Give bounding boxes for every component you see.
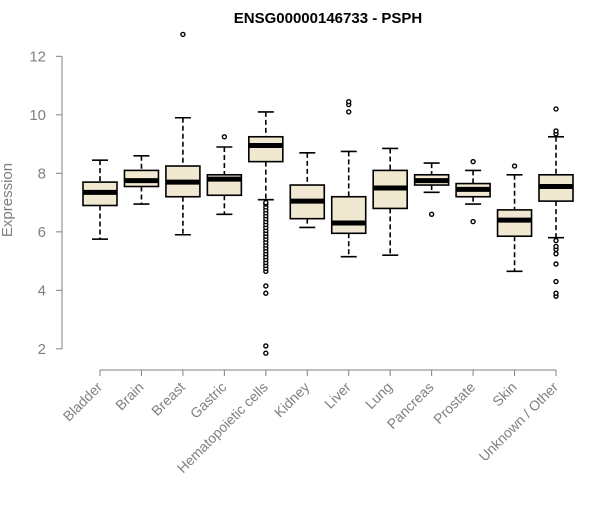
x-category-label: Lung bbox=[362, 379, 395, 412]
iqr-box bbox=[496, 209, 533, 238]
outlier-point bbox=[553, 261, 559, 267]
box-gastric bbox=[206, 134, 243, 216]
x-category-label: Unknown / Other bbox=[476, 379, 562, 465]
outlier-point bbox=[221, 134, 228, 140]
y-tick-label: 10 bbox=[29, 107, 46, 124]
outlier-point bbox=[553, 237, 559, 244]
box-liver bbox=[330, 98, 367, 258]
x-category-label: Breast bbox=[148, 379, 188, 419]
box-bladder bbox=[82, 159, 118, 240]
outlier-point bbox=[346, 109, 352, 115]
y-tick-label: 12 bbox=[29, 48, 46, 65]
outlier-point bbox=[263, 199, 269, 206]
outlier-point bbox=[470, 218, 476, 225]
y-tick-label: 8 bbox=[38, 165, 46, 182]
chart-title: ENSG00000146733 - PSPH bbox=[234, 10, 422, 27]
outlier-point bbox=[553, 106, 559, 112]
y-tick-label: 2 bbox=[38, 341, 46, 358]
outlier-point bbox=[180, 31, 186, 38]
box-brain bbox=[123, 154, 160, 205]
box-kidney bbox=[289, 152, 326, 229]
box-prostate bbox=[455, 158, 491, 225]
x-category-label: Kidney bbox=[271, 379, 313, 421]
y-axis: 2 4 6 8 10 12 bbox=[29, 48, 63, 358]
outlier-point bbox=[263, 283, 269, 289]
outlier-point bbox=[553, 128, 559, 134]
x-category-label: Prostate bbox=[430, 379, 478, 427]
y-axis-label: Expression bbox=[0, 163, 16, 237]
box-unknown-other bbox=[538, 106, 574, 299]
outlier-point bbox=[553, 251, 559, 257]
x-category-label: Liver bbox=[321, 379, 354, 412]
x-category-label: Bladder bbox=[60, 379, 106, 425]
outlier-point bbox=[263, 343, 269, 349]
box-lung bbox=[372, 147, 408, 257]
outlier-point bbox=[553, 278, 559, 285]
box-series bbox=[82, 31, 574, 356]
box-breast bbox=[165, 31, 201, 236]
x-category-label: Brain bbox=[112, 379, 146, 413]
outlier-point bbox=[511, 163, 518, 169]
box-pancreas bbox=[413, 162, 450, 217]
outlier-point bbox=[346, 98, 352, 105]
iqr-box bbox=[330, 195, 367, 235]
box-skin bbox=[496, 163, 533, 273]
box-hematopoietic-cells bbox=[248, 111, 284, 356]
x-category-label: Skin bbox=[489, 379, 520, 410]
y-tick-label: 6 bbox=[38, 224, 46, 241]
outlier-point bbox=[428, 211, 435, 217]
outlier-point bbox=[553, 243, 559, 250]
y-tick-label: 4 bbox=[38, 282, 46, 299]
outlier-point bbox=[553, 290, 559, 296]
iqr-box bbox=[248, 135, 284, 163]
outlier-point bbox=[470, 158, 476, 165]
outlier-point bbox=[263, 350, 269, 356]
outlier-point bbox=[263, 290, 269, 296]
